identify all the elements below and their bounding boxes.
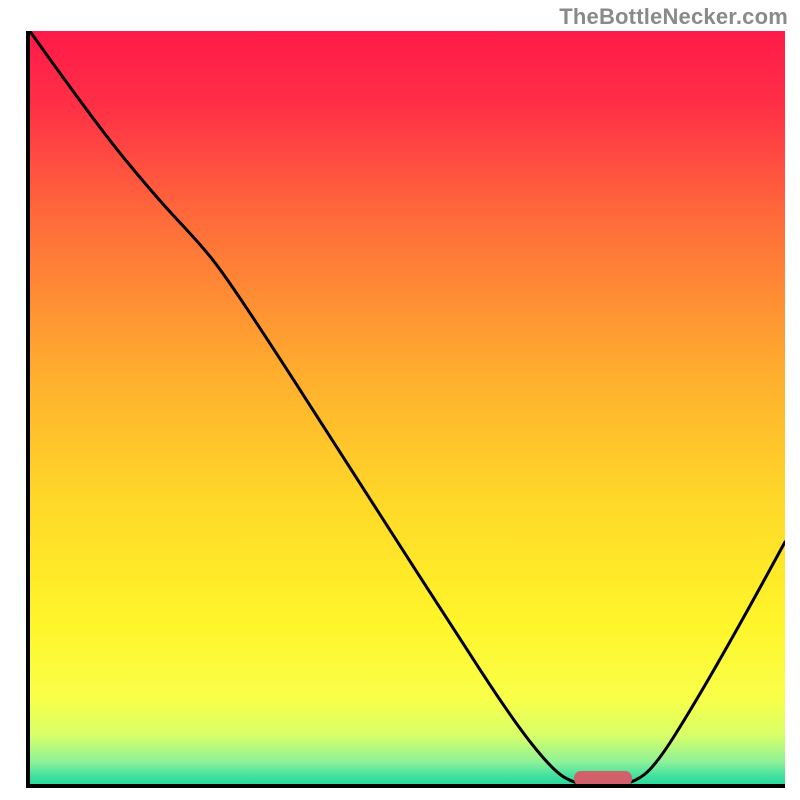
plot-area	[26, 31, 785, 788]
watermark-text: TheBottleNecker.com	[559, 4, 788, 30]
chart-axes	[26, 31, 785, 788]
chart-container: TheBottleNecker.com	[0, 0, 800, 800]
